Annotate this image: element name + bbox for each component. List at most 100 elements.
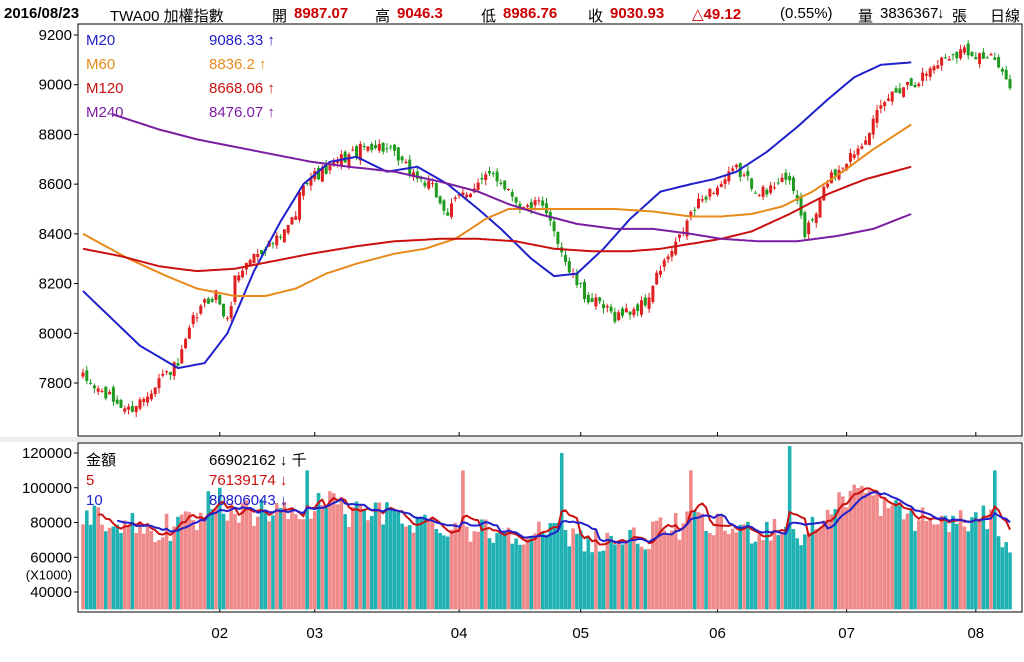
- volume-bar: [985, 529, 990, 610]
- volume-bar: [179, 514, 184, 610]
- volume-bar: [233, 513, 237, 610]
- volume-bar: [316, 492, 321, 610]
- candle-body: [317, 167, 321, 180]
- high-value: 9046.3: [397, 5, 443, 22]
- candle-body: [507, 189, 511, 191]
- candle-body: [712, 193, 716, 195]
- candle-body: [271, 243, 275, 245]
- volume-bar: [996, 536, 1001, 610]
- volume-bar: [544, 534, 549, 610]
- candle-body: [495, 171, 499, 182]
- candle-body: [115, 399, 119, 404]
- candle-body: [605, 305, 609, 308]
- volume-bar: [305, 470, 309, 610]
- candle-body: [119, 400, 123, 408]
- candle-body: [556, 231, 560, 244]
- volume-bar: [928, 517, 933, 610]
- volume-bar: [510, 543, 515, 610]
- volume-bar: [521, 544, 526, 610]
- month-label: 05: [572, 625, 589, 642]
- candle-body: [529, 202, 533, 211]
- volume-bar: [571, 528, 575, 610]
- volume-bar: [191, 520, 195, 610]
- volume-bar: [548, 523, 553, 610]
- volume-bar: [765, 521, 769, 610]
- volume-bar: [860, 485, 864, 610]
- volume-bar: [605, 532, 610, 610]
- volume-bar: [81, 524, 85, 610]
- volume-bar: [886, 508, 891, 610]
- candle-body: [89, 382, 93, 384]
- volume-bar: [202, 518, 207, 610]
- candle-body: [563, 255, 567, 262]
- volume-bar: [772, 518, 777, 610]
- candle-body: [377, 144, 381, 151]
- candle-body: [902, 87, 906, 97]
- volume-bar: [890, 505, 895, 610]
- candle-body: [457, 194, 461, 196]
- volume-bar: [711, 535, 716, 610]
- volume-bar: [810, 516, 815, 610]
- volume-unit-label: (X1000): [26, 568, 72, 583]
- candle-body: [921, 72, 925, 81]
- candle-body: [1004, 69, 1008, 80]
- volume-bar: [445, 536, 450, 610]
- candle-body: [320, 167, 324, 182]
- candle-body: [176, 363, 180, 366]
- candle-body: [655, 272, 659, 285]
- candle-body: [412, 172, 416, 178]
- candle-body: [279, 236, 283, 238]
- volume-bar: [787, 446, 792, 610]
- candle-body: [731, 168, 735, 171]
- candle-body: [237, 275, 241, 281]
- candle-body: [393, 144, 397, 151]
- candle-body: [374, 145, 378, 149]
- volume-bar: [267, 521, 271, 610]
- candle-body: [130, 406, 134, 412]
- volume-bar: [320, 505, 325, 610]
- volume-bar: [806, 532, 811, 610]
- volume-bar: [540, 532, 545, 610]
- volume-bar: [434, 528, 439, 610]
- candle-body: [491, 173, 495, 175]
- volume-bar: [312, 511, 317, 610]
- candle-body: [96, 388, 100, 392]
- candle-body: [157, 378, 161, 389]
- candle-body: [886, 98, 890, 101]
- candle-body: [347, 154, 351, 168]
- candle-body: [469, 193, 473, 198]
- volume-bar: [920, 507, 925, 610]
- close-label: 收: [588, 8, 604, 25]
- volume-ma5-line: [98, 487, 1011, 546]
- candle-body: [628, 311, 632, 315]
- volume-bar: [848, 490, 853, 610]
- candle-body: [985, 57, 989, 59]
- volume-bar: [837, 492, 841, 610]
- volume-bar: [278, 508, 283, 610]
- candle-body: [172, 362, 176, 377]
- volume-bar: [518, 544, 522, 610]
- volume-bar: [377, 502, 382, 610]
- volume-bar: [552, 522, 556, 610]
- candle-body: [423, 182, 427, 187]
- candle-body: [905, 81, 909, 85]
- candle-body: [362, 145, 366, 148]
- volume-value: 3836367: [880, 5, 939, 22]
- volume-bar: [183, 511, 188, 610]
- volume-bar: [366, 520, 370, 610]
- candle-body: [298, 192, 302, 220]
- volume-bar: [290, 508, 294, 610]
- volume-bar: [1004, 542, 1009, 610]
- volume-bar: [730, 528, 735, 610]
- candle-body: [658, 270, 662, 275]
- volume-bar: [369, 515, 374, 610]
- volume-bar: [259, 499, 264, 610]
- candle-body: [613, 312, 617, 322]
- candle-body: [305, 182, 309, 184]
- volume-bar: [666, 534, 670, 610]
- volume-bar: [673, 513, 678, 610]
- volume-bar: [818, 528, 822, 610]
- candle-body: [674, 241, 678, 255]
- candle-body: [864, 140, 868, 145]
